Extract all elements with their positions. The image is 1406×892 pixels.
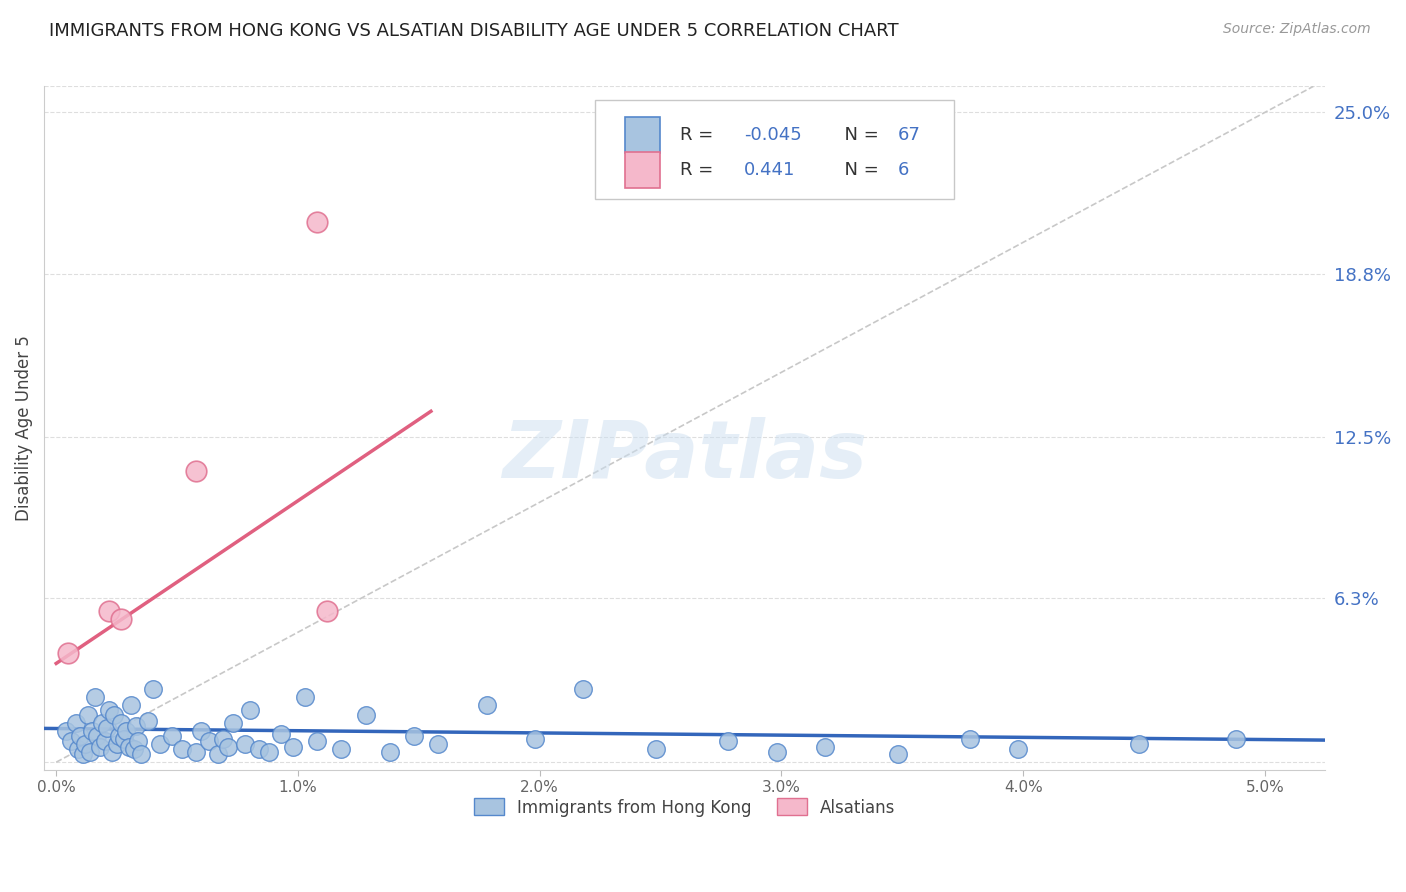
Point xyxy=(105,737,128,751)
Point xyxy=(136,714,159,728)
Point xyxy=(125,719,148,733)
Point xyxy=(354,708,377,723)
Text: R =: R = xyxy=(679,126,718,144)
Point xyxy=(207,747,229,762)
Point xyxy=(307,734,329,748)
Point xyxy=(247,742,270,756)
Point xyxy=(66,742,89,756)
Point xyxy=(98,604,121,618)
Point xyxy=(307,214,329,228)
Point xyxy=(814,739,837,754)
Point xyxy=(129,747,152,762)
Point xyxy=(120,698,142,712)
Point xyxy=(475,698,498,712)
Y-axis label: Disability Age Under 5: Disability Age Under 5 xyxy=(15,335,32,521)
Point xyxy=(217,739,239,754)
Point xyxy=(122,742,145,756)
Point xyxy=(886,747,908,762)
Point xyxy=(281,739,304,754)
Point xyxy=(330,742,353,756)
Point xyxy=(239,703,262,717)
Text: IMMIGRANTS FROM HONG KONG VS ALSATIAN DISABILITY AGE UNDER 5 CORRELATION CHART: IMMIGRANTS FROM HONG KONG VS ALSATIAN DI… xyxy=(49,22,898,40)
Point xyxy=(644,742,666,756)
Point xyxy=(127,734,149,748)
Text: 0.441: 0.441 xyxy=(744,161,794,178)
Text: Source: ZipAtlas.com: Source: ZipAtlas.com xyxy=(1223,22,1371,37)
Point xyxy=(402,729,425,743)
Text: 6: 6 xyxy=(897,161,908,178)
Point xyxy=(110,716,132,731)
Point xyxy=(103,708,125,723)
Point xyxy=(221,716,243,731)
FancyBboxPatch shape xyxy=(595,100,953,199)
Point xyxy=(1225,731,1247,746)
Text: 67: 67 xyxy=(897,126,921,144)
Point xyxy=(76,708,98,723)
Legend: Immigrants from Hong Kong, Alsatians: Immigrants from Hong Kong, Alsatians xyxy=(467,792,903,823)
Point xyxy=(212,731,235,746)
Point xyxy=(108,729,131,743)
Point xyxy=(55,724,77,739)
Text: N =: N = xyxy=(834,161,884,178)
Point xyxy=(257,745,280,759)
Point xyxy=(186,745,208,759)
Point xyxy=(112,731,135,746)
Point xyxy=(294,690,316,705)
Point xyxy=(86,729,108,743)
Point xyxy=(91,716,114,731)
Point xyxy=(197,734,219,748)
Point xyxy=(170,742,193,756)
Point xyxy=(115,724,138,739)
FancyBboxPatch shape xyxy=(624,117,661,153)
Point xyxy=(316,604,339,618)
Point xyxy=(1007,742,1029,756)
Point xyxy=(96,722,118,736)
Point xyxy=(270,726,292,740)
Point xyxy=(101,745,124,759)
Point xyxy=(82,724,104,739)
Point xyxy=(58,646,80,660)
Point xyxy=(89,739,111,754)
Point xyxy=(69,729,91,743)
Point xyxy=(1128,737,1150,751)
Text: ZIPatlas: ZIPatlas xyxy=(502,417,868,494)
Point xyxy=(378,745,401,759)
Point xyxy=(765,745,787,759)
Point xyxy=(717,734,740,748)
Point xyxy=(162,729,184,743)
Point xyxy=(79,745,101,759)
Text: N =: N = xyxy=(834,126,884,144)
Point xyxy=(83,690,105,705)
Point xyxy=(118,739,141,754)
Point xyxy=(233,737,256,751)
Point xyxy=(427,737,450,751)
Point xyxy=(65,716,87,731)
Point xyxy=(98,703,121,717)
Point xyxy=(110,612,132,626)
Point xyxy=(523,731,546,746)
Point xyxy=(572,682,595,697)
Text: R =: R = xyxy=(679,161,718,178)
Point xyxy=(149,737,172,751)
Point xyxy=(93,734,115,748)
FancyBboxPatch shape xyxy=(624,152,661,187)
Point xyxy=(72,747,94,762)
Point xyxy=(959,731,981,746)
Point xyxy=(59,734,82,748)
Point xyxy=(190,724,212,739)
Point xyxy=(186,464,208,478)
Point xyxy=(75,737,97,751)
Text: -0.045: -0.045 xyxy=(744,126,801,144)
Point xyxy=(142,682,165,697)
